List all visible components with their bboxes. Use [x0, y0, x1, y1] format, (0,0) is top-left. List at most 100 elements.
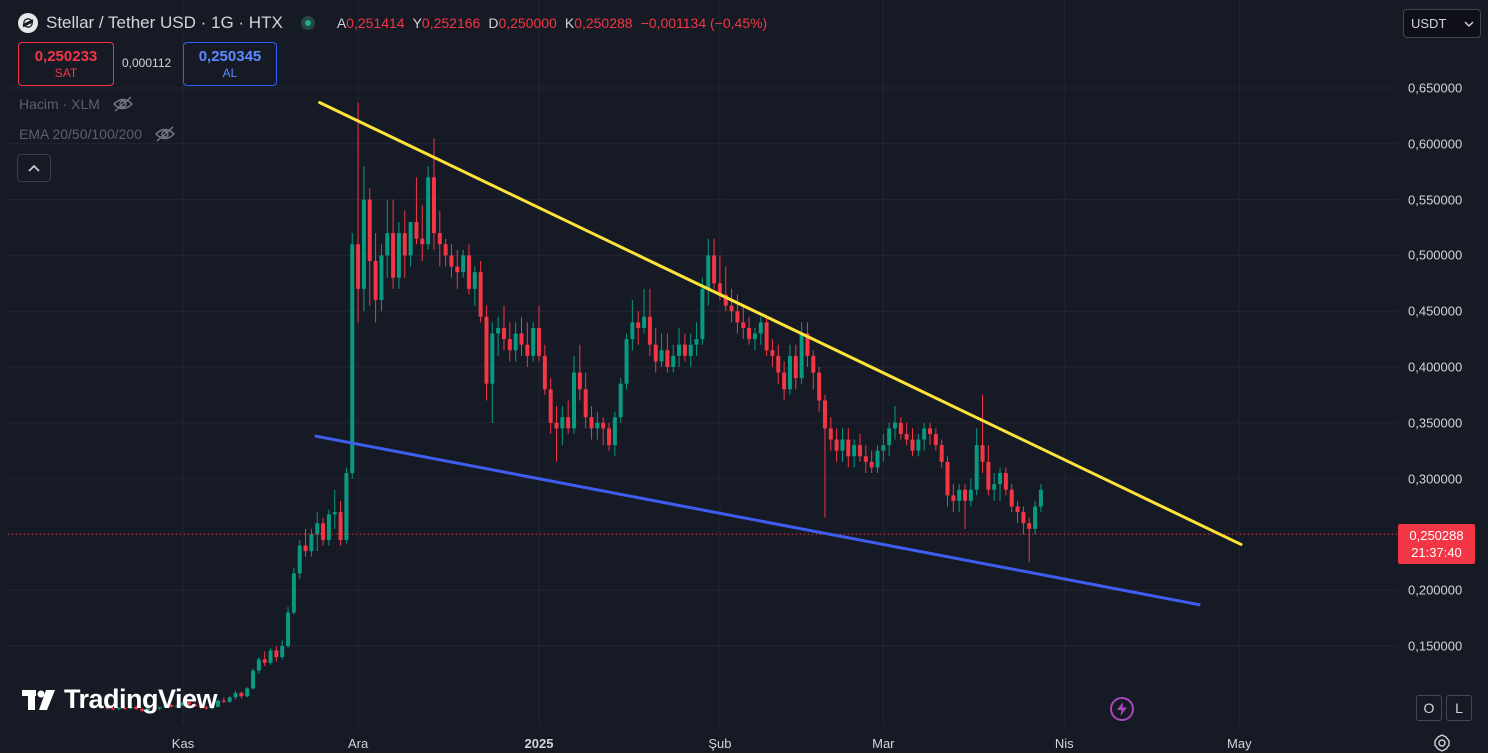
candle-body	[262, 659, 267, 663]
candle-body	[607, 428, 612, 446]
price-tick-label: 0,450000	[1408, 303, 1463, 319]
candle-body	[857, 445, 862, 457]
price-tick-label: 0,350000	[1408, 415, 1463, 431]
ohlc-open: A0,251414	[336, 15, 405, 31]
candle-body	[910, 439, 915, 451]
candle-body	[822, 400, 827, 429]
log-scale-button[interactable]: O	[1416, 695, 1442, 721]
candle-body	[974, 445, 979, 490]
candle-body	[636, 322, 641, 328]
tradingview-mark-icon	[22, 689, 55, 710]
candle-body	[904, 433, 909, 440]
candle-body	[992, 484, 997, 490]
candle-body	[1021, 512, 1026, 524]
candle-body	[531, 327, 536, 356]
candle-body	[694, 339, 699, 345]
candle-body	[968, 489, 973, 501]
candle-body	[677, 344, 682, 356]
price-tick-label: 0,150000	[1408, 638, 1463, 654]
candle-body	[286, 612, 291, 646]
candle-body	[210, 706, 215, 709]
candle-body	[309, 534, 314, 552]
candle-body	[169, 705, 174, 707]
price-change: −0,001134 (−0,45%)	[640, 15, 768, 31]
candle-body	[595, 422, 600, 429]
candle-body	[758, 322, 763, 334]
sell-button[interactable]: 0,250233 SAT	[18, 42, 114, 86]
candle-body	[618, 383, 623, 418]
candle-body	[186, 702, 191, 705]
candle-body	[846, 439, 851, 457]
candle-body	[577, 372, 582, 390]
collapse-indicators-button[interactable]	[17, 154, 51, 182]
candle-body	[216, 700, 221, 707]
eye-off-icon[interactable]	[112, 96, 134, 112]
candle-body	[280, 646, 285, 658]
candle-body	[647, 316, 652, 345]
candle-body	[869, 461, 874, 468]
candle-body	[828, 428, 833, 440]
candle-body	[928, 428, 933, 434]
linear-scale-button[interactable]: L	[1446, 695, 1472, 721]
candle-body	[426, 177, 431, 245]
ohlc-values: A0,251414 Y0,252166 D0,250000 K0,250288 …	[337, 15, 767, 31]
symbol-title[interactable]: Stellar / Tether USD · 1G · HTX	[46, 13, 283, 32]
candle-body	[986, 461, 991, 490]
time-axis[interactable]: Kas Ara 2025 Şub Mar Nis May	[0, 725, 1398, 753]
buy-price: 0,250345	[198, 48, 262, 65]
gear-icon[interactable]	[1433, 734, 1451, 752]
candle-body	[1003, 473, 1008, 490]
candle-body	[134, 706, 139, 710]
buy-button[interactable]: 0,250345 AL	[183, 42, 277, 86]
candle-body	[782, 372, 787, 390]
candle-body	[875, 450, 880, 468]
time-tick-label: May	[1227, 736, 1252, 751]
ohlc-close: K0,250288	[564, 15, 633, 31]
currency-select[interactable]: USDT	[1403, 9, 1481, 38]
candle-body	[933, 433, 938, 446]
alert-lightning-icon[interactable]	[1110, 697, 1134, 721]
candle-body	[752, 333, 757, 340]
candle-body	[1015, 506, 1020, 513]
chart-plot-area[interactable]	[8, 0, 1398, 725]
upper-trendline[interactable]	[318, 101, 1243, 546]
price-tick-label: 0,200000	[1408, 582, 1463, 598]
candle-body	[338, 512, 343, 540]
eye-off-icon[interactable]	[154, 126, 176, 142]
candle-body	[274, 650, 279, 658]
candle-body	[554, 422, 559, 429]
candle-body	[501, 327, 506, 340]
candle-body	[145, 707, 150, 711]
candle-body	[268, 650, 273, 663]
candle-body	[793, 355, 798, 379]
candle-body	[408, 221, 413, 256]
candle-body	[957, 489, 962, 501]
candle-body	[239, 692, 244, 697]
time-tick-label: Şub	[708, 736, 732, 751]
candle-body	[122, 707, 127, 709]
candle-body	[887, 428, 892, 446]
candle-body	[998, 473, 1003, 485]
candle-body	[472, 272, 477, 289]
price-axis[interactable]: 0,650000 0,600000 0,550000 0,500000 0,450000…	[1398, 0, 1488, 725]
candle-body	[723, 294, 728, 306]
tradingview-logo[interactable]: TradingView	[22, 684, 218, 715]
candle-body	[391, 233, 396, 278]
candle-body	[945, 461, 950, 496]
price-tick-label: 0,550000	[1408, 192, 1463, 208]
candle-body	[496, 327, 501, 334]
chevron-up-icon	[28, 164, 40, 172]
market-status-icon[interactable]	[300, 16, 315, 30]
tradingview-wordmark: TradingView	[64, 684, 218, 714]
candlestick-chart[interactable]	[8, 0, 1398, 725]
price-tick-label: 0,650000	[1408, 80, 1463, 96]
ohlc-low: D0,250000	[488, 15, 557, 31]
bar-countdown: 21:37:40	[1411, 545, 1462, 560]
indicator-ema[interactable]: EMA 20/50/100/200	[19, 126, 176, 142]
candle-body	[367, 199, 372, 261]
candle-body	[612, 417, 617, 446]
indicator-volume[interactable]: Hacim · XLM	[19, 96, 134, 112]
currency-value: USDT	[1411, 16, 1447, 31]
candle-body	[431, 177, 436, 234]
lower-trendline[interactable]	[314, 434, 1201, 607]
